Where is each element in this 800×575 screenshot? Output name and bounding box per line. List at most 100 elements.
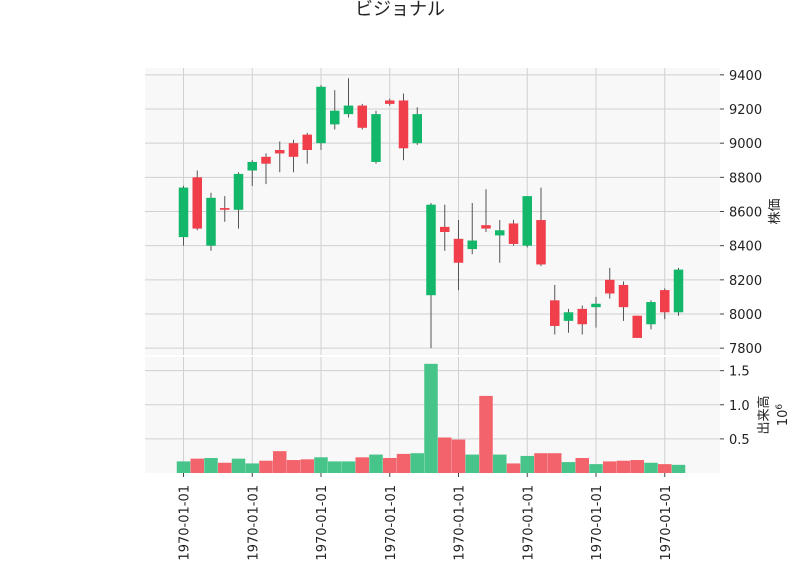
volume-bar [314, 457, 328, 473]
x-tick-label: 1970-01-01 [384, 485, 399, 561]
volume-bar [520, 455, 534, 473]
candle-body [495, 230, 505, 236]
candle-body [618, 284, 629, 308]
price-axis-label: 株価 [768, 198, 783, 224]
candle-body [522, 196, 532, 246]
candle-body [233, 173, 244, 210]
volume-bar [644, 462, 658, 473]
candle-body [371, 114, 381, 162]
price-tick-label: 9400 [729, 69, 762, 84]
volume-bar [286, 460, 301, 473]
candle-body [275, 150, 285, 154]
volume-bar [575, 457, 589, 473]
volume-bar [548, 453, 562, 473]
x-tick-label: 1970-01-01 [521, 485, 536, 561]
volume-bar [355, 457, 369, 473]
x-tick-label: 1970-01-01 [178, 485, 193, 561]
candle-body [673, 269, 684, 313]
volume-bar [465, 454, 479, 473]
volume-tick-label: 1.5 [729, 365, 750, 380]
volume-bar [273, 451, 287, 473]
candle-body [632, 315, 642, 338]
candle-body [398, 100, 409, 149]
x-tick-label: 1970-01-01 [590, 485, 605, 561]
x-tick-label: 1970-01-01 [659, 485, 674, 561]
price-tick-label: 8800 [729, 171, 762, 186]
candle-body [563, 312, 574, 321]
volume-bar [451, 439, 466, 473]
volume-bar [176, 461, 191, 473]
volume-scale-label: 106 [775, 404, 791, 427]
volume-tick-label: 0.5 [729, 433, 750, 448]
price-tick-label: 8400 [729, 240, 762, 255]
candle-body [261, 156, 271, 164]
candle-body [206, 197, 216, 246]
volume-scale-exponent: 6 [775, 404, 785, 410]
candle-body [178, 187, 189, 238]
price-tick-label: 9000 [729, 137, 762, 152]
candle-body [288, 143, 299, 157]
candle-body [453, 238, 464, 263]
volume-bar [190, 458, 204, 473]
price-tick-label: 8000 [729, 308, 762, 323]
volume-tick-label: 1.0 [729, 399, 750, 414]
candle-body [536, 220, 546, 265]
volume-bar [328, 461, 342, 473]
price-tick-label: 8200 [729, 274, 762, 289]
volume-bar [300, 459, 314, 473]
volume-bar [630, 460, 644, 473]
volume-bar [245, 463, 259, 473]
candle-body [220, 208, 230, 210]
volume-bar [561, 462, 576, 473]
x-tick-label: 1970-01-01 [315, 485, 330, 561]
volume-bar [383, 457, 397, 473]
candle-body [192, 177, 202, 229]
volume-bar [341, 461, 356, 473]
candle-body [357, 105, 367, 128]
volume-bar [259, 460, 273, 473]
candle-body [302, 134, 312, 150]
candle-body [247, 161, 257, 171]
candle-body [550, 300, 560, 326]
volume-bar [534, 453, 548, 473]
chart-title: ビジョナル [355, 0, 445, 20]
candle-body [508, 223, 519, 244]
price-tick-label: 8600 [729, 206, 762, 221]
x-tick-label: 1970-01-01 [453, 485, 468, 561]
candle-body [577, 308, 587, 325]
volume-bar [369, 454, 383, 473]
volume-bar [506, 463, 521, 473]
candle-body [481, 225, 491, 229]
volume-bar [589, 464, 603, 473]
candle-body [660, 290, 670, 313]
volume-bar [410, 453, 424, 473]
volume-bar [616, 460, 631, 473]
price-tick-label: 7800 [729, 342, 762, 357]
volume-bar [424, 363, 438, 473]
candle-body [426, 204, 436, 296]
candle-body [412, 114, 422, 144]
candle-body [646, 302, 656, 325]
candle-body [467, 240, 477, 250]
volume-bar [658, 464, 672, 473]
volume-bar [218, 462, 232, 473]
volume-axis-label: 出来高 [756, 395, 772, 434]
candle-body [343, 105, 354, 115]
candle-body [591, 303, 601, 308]
candle-body [385, 100, 395, 104]
candle-body [440, 226, 450, 232]
candle-body [330, 110, 340, 125]
price-tick-label: 9200 [729, 103, 762, 118]
volume-bar [493, 454, 507, 473]
x-tick-label: 1970-01-01 [246, 485, 261, 561]
volume-bar [671, 464, 686, 473]
candle-body [316, 86, 326, 144]
candle-body [605, 279, 615, 294]
volume-bar [204, 457, 218, 473]
volume-bar [479, 395, 493, 473]
volume-bar [603, 461, 617, 473]
volume-bar [438, 437, 452, 473]
volume-bar [231, 458, 246, 473]
volume-bar [396, 453, 411, 473]
